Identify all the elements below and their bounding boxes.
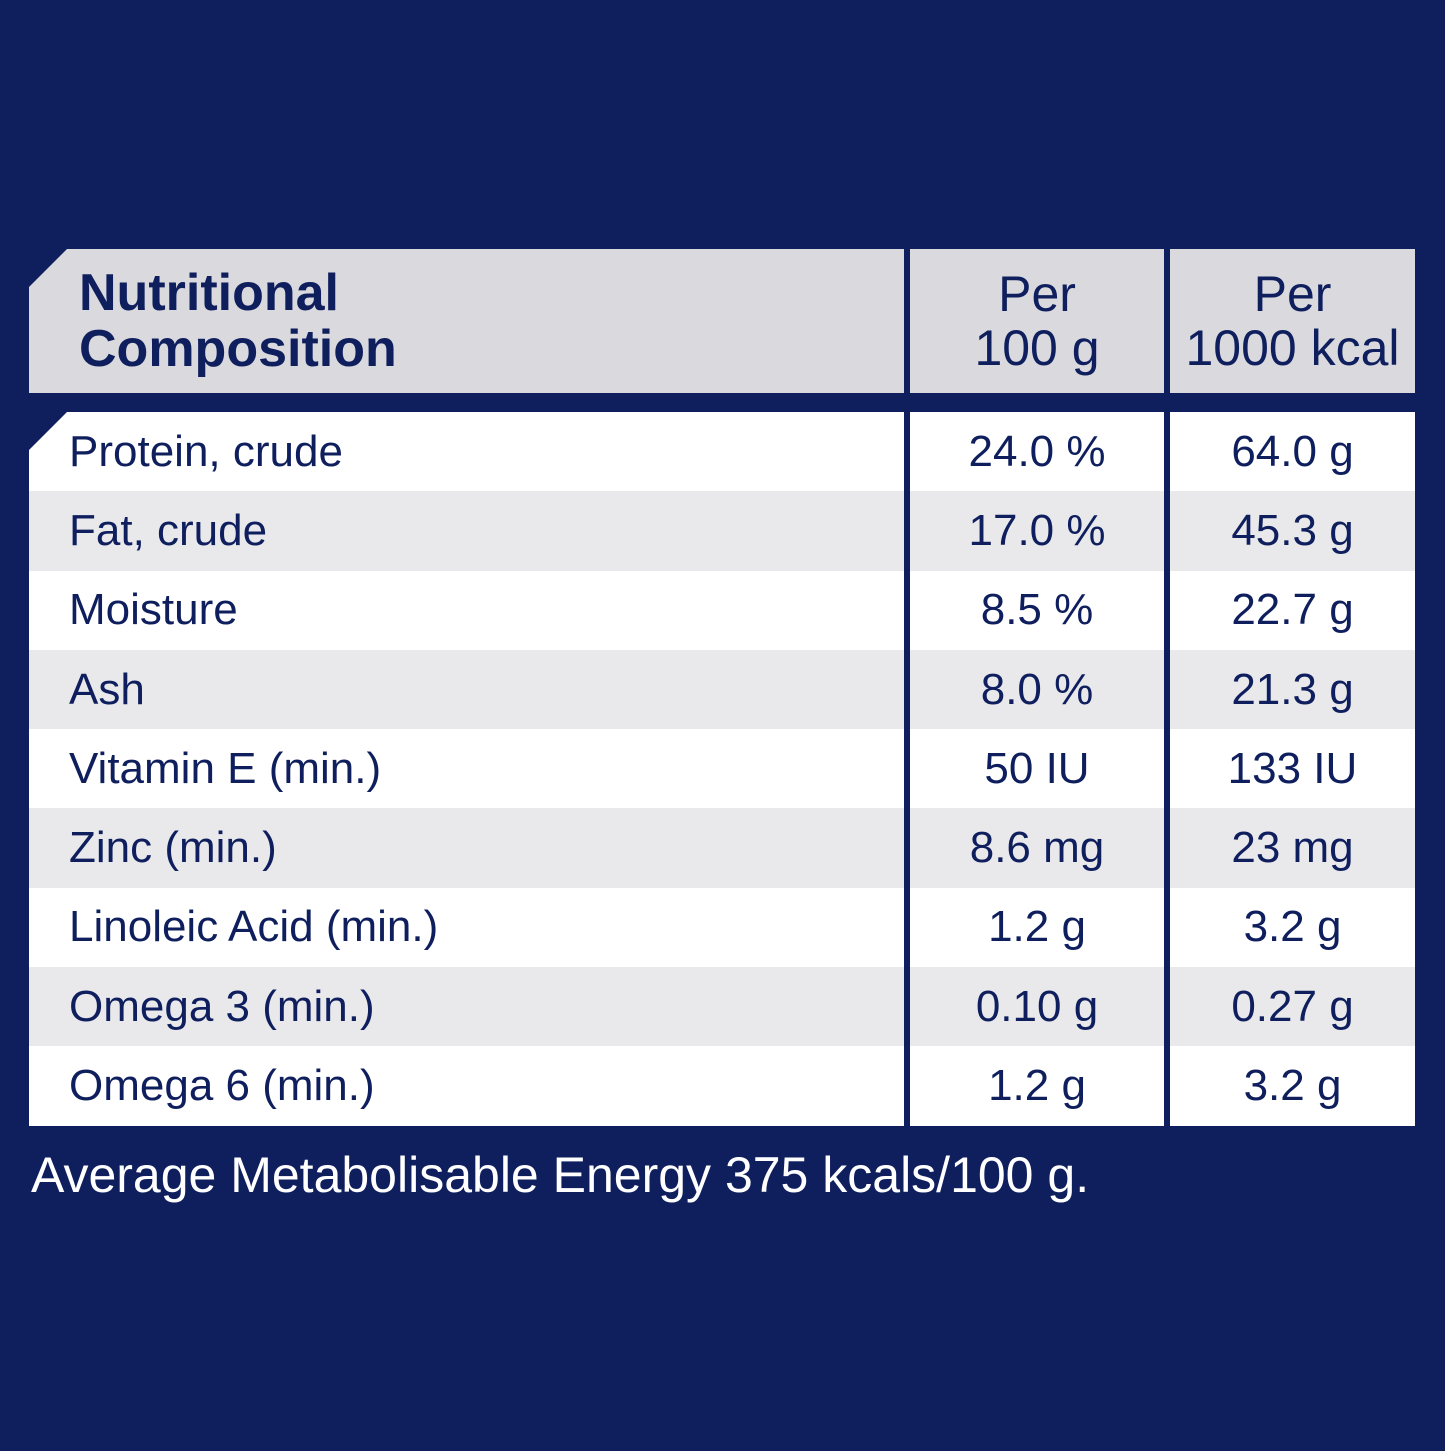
- table-row: Omega 3 (min.) 0.10 g 0.27 g: [29, 967, 1415, 1047]
- value-per-100g: 24.0 %: [910, 412, 1164, 492]
- value-per-1000kcal: 64.0 g: [1170, 412, 1415, 492]
- table-body: Protein, crude 24.0 % 64.0 g Fat, crude …: [29, 412, 1415, 1126]
- table-row: Fat, crude 17.0 % 45.3 g: [29, 491, 1415, 571]
- table-row: Moisture 8.5 % 22.7 g: [29, 570, 1415, 650]
- table-row: Linoleic Acid (min.) 1.2 g 3.2 g: [29, 887, 1415, 968]
- value-per-1000kcal: 3.2 g: [1170, 887, 1415, 968]
- header-col2-line2: 100 g: [974, 320, 1100, 376]
- nutrient-label: Omega 3 (min.): [29, 967, 904, 1047]
- value-per-1000kcal: 3.2 g: [1170, 1046, 1415, 1126]
- nutrient-label: Omega 6 (min.): [29, 1046, 904, 1126]
- nutrient-label: Linoleic Acid (min.): [29, 887, 904, 968]
- nutrient-label: Moisture: [29, 570, 904, 650]
- table-row: Vitamin E (min.) 50 IU 133 IU: [29, 729, 1415, 809]
- nutrient-label: Vitamin E (min.): [29, 729, 904, 809]
- value-per-100g: 8.0 %: [910, 649, 1164, 730]
- value-per-1000kcal: 21.3 g: [1170, 649, 1415, 730]
- value-per-100g: 8.6 mg: [910, 808, 1164, 888]
- value-per-1000kcal: 23 mg: [1170, 808, 1415, 888]
- value-per-100g: 0.10 g: [910, 967, 1164, 1047]
- nutrient-label: Fat, crude: [29, 491, 904, 571]
- header-col1-line2: Composition: [79, 320, 397, 378]
- value-per-100g: 1.2 g: [910, 1046, 1164, 1126]
- value-per-100g: 17.0 %: [910, 491, 1164, 571]
- value-per-1000kcal: 45.3 g: [1170, 491, 1415, 571]
- header-per-1000kcal: Per 1000 kcal: [1170, 249, 1415, 393]
- header-col1-line1: Nutritional: [79, 264, 339, 322]
- nutrient-label: Zinc (min.): [29, 808, 904, 888]
- value-per-100g: 1.2 g: [910, 887, 1164, 968]
- table-row: Protein, crude 24.0 % 64.0 g: [29, 412, 1415, 492]
- header-col3-line1: Per: [1253, 266, 1332, 322]
- energy-footnote: Average Metabolisable Energy 375 kcals/1…: [31, 1147, 1090, 1203]
- header-per-100g: Per 100 g: [910, 249, 1164, 393]
- value-per-1000kcal: 22.7 g: [1170, 570, 1415, 650]
- table-row: Zinc (min.) 8.6 mg 23 mg: [29, 808, 1415, 888]
- table-header: Nutritional Composition Per 100 g Per 10…: [29, 249, 1415, 393]
- value-per-100g: 8.5 %: [910, 570, 1164, 650]
- table-row: Ash 8.0 % 21.3 g: [29, 649, 1415, 730]
- value-per-1000kcal: 133 IU: [1170, 729, 1415, 809]
- header-col2-line1: Per: [998, 266, 1076, 322]
- value-per-100g: 50 IU: [910, 729, 1164, 809]
- nutrient-label: Protein, crude: [29, 412, 904, 492]
- value-per-1000kcal: 0.27 g: [1170, 967, 1415, 1047]
- nutrition-table: Nutritional Composition Per 100 g Per 10…: [29, 249, 1415, 1126]
- nutrient-label: Ash: [29, 649, 904, 730]
- header-nutritional-composition: Nutritional Composition: [29, 249, 904, 393]
- header-col3-line2: 1000 kcal: [1185, 320, 1400, 376]
- table-row: Omega 6 (min.) 1.2 g 3.2 g: [29, 1046, 1415, 1126]
